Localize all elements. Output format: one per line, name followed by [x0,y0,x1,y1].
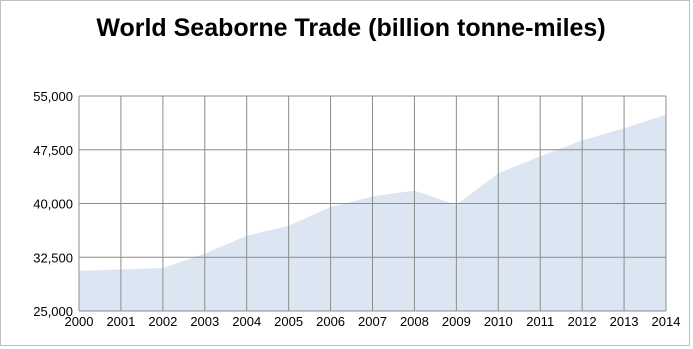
x-tick-label: 2006 [316,314,345,329]
x-tick-label: 2014 [652,314,681,329]
x-tick-label: 2013 [610,314,639,329]
x-tick-label: 2011 [526,314,554,329]
y-tick-label: 55,000 [33,89,73,104]
x-tick-label: 2008 [400,314,429,329]
chart-title: World Seaborne Trade (billion tonne-mile… [96,14,606,42]
x-tick-label: 2010 [484,314,513,329]
y-tick-label: 47,500 [33,143,73,158]
x-tick-label: 2005 [274,314,303,329]
x-tick-label: 2007 [358,314,387,329]
x-tick-label: 2012 [568,314,597,329]
y-tick-label: 40,000 [33,197,73,212]
x-tick-label: 2004 [232,314,261,329]
x-tick-label: 2001 [106,314,135,329]
y-tick-label: 32,500 [33,250,73,265]
x-tick-label: 2000 [65,314,94,329]
x-tick-label: 2009 [442,314,471,329]
x-tick-label: 2003 [190,314,219,329]
x-tick-label: 2002 [148,314,177,329]
y-tick-label: 25,000 [33,304,73,319]
